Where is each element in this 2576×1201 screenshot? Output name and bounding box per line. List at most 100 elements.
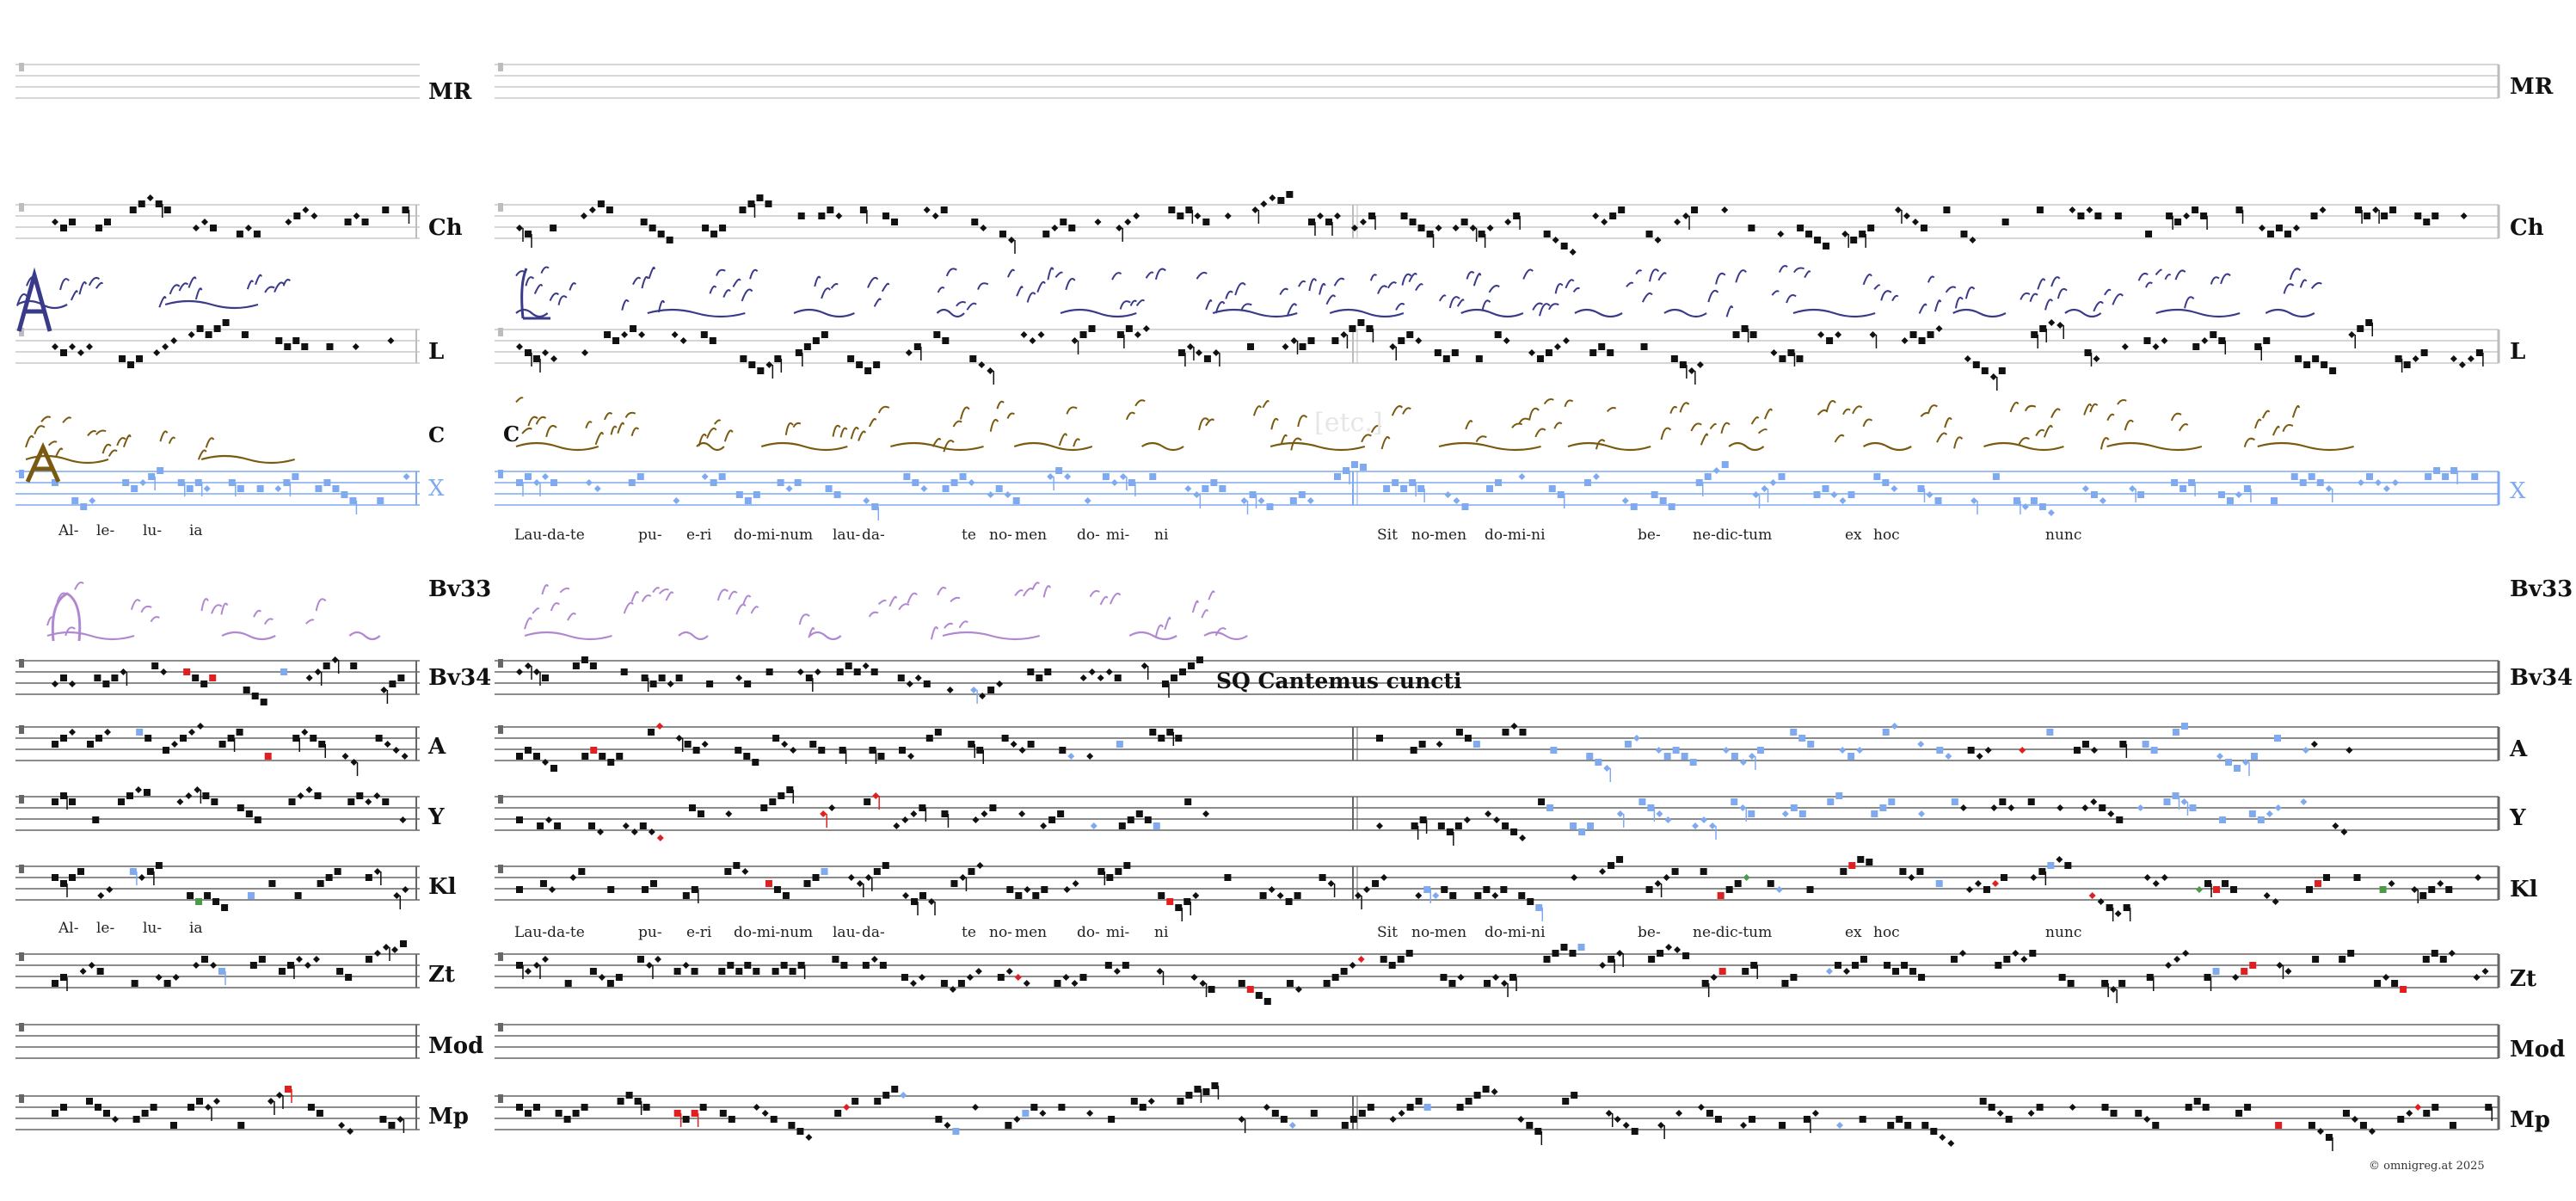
neume-note bbox=[675, 735, 683, 742]
neume-stroke bbox=[1262, 400, 1270, 409]
neume-note bbox=[906, 681, 913, 687]
syllable: no- bbox=[989, 924, 1012, 941]
neume-note bbox=[1406, 331, 1414, 338]
neume-note bbox=[1149, 473, 1157, 480]
syllable: be- bbox=[1638, 527, 1661, 544]
neume-note bbox=[268, 880, 276, 887]
neume-note bbox=[388, 1122, 396, 1129]
neume-note bbox=[1777, 231, 1785, 237]
neume-note bbox=[356, 792, 364, 799]
neume-note bbox=[1749, 1116, 1756, 1123]
neume-note bbox=[176, 798, 184, 805]
neume-note bbox=[397, 1116, 404, 1123]
neume-note bbox=[2266, 810, 2273, 817]
neume-note bbox=[117, 798, 125, 805]
neume-note bbox=[636, 956, 644, 963]
neume-note bbox=[1417, 225, 1425, 231]
neume-note bbox=[2325, 485, 2333, 492]
neume-stroke bbox=[959, 406, 970, 420]
neume-note bbox=[87, 741, 95, 748]
neume-stroke bbox=[1448, 296, 1460, 309]
neume-note bbox=[1202, 219, 1210, 225]
neume-note bbox=[1896, 1116, 1903, 1123]
neume-note bbox=[828, 804, 836, 811]
neume-note bbox=[2007, 804, 2015, 811]
neume-stroke bbox=[742, 594, 752, 605]
neume-note bbox=[1494, 331, 1502, 338]
neume-note bbox=[970, 687, 978, 693]
neume-note bbox=[153, 349, 161, 356]
neume-note bbox=[1535, 904, 1543, 911]
neume-stroke bbox=[1964, 286, 1976, 299]
neume-stroke bbox=[1164, 616, 1171, 631]
neume-note bbox=[699, 1104, 707, 1111]
neume-note bbox=[2058, 974, 2066, 981]
neume-note bbox=[2216, 753, 2223, 760]
neume-stroke bbox=[95, 429, 107, 435]
neume-stroke bbox=[1252, 405, 1263, 416]
neume-note bbox=[1714, 1116, 1722, 1123]
neume-note bbox=[60, 792, 67, 799]
neume-note bbox=[200, 681, 208, 687]
neume-note bbox=[79, 968, 87, 975]
neume-note bbox=[912, 479, 919, 486]
neume-note bbox=[1608, 956, 1615, 963]
neume-note bbox=[1781, 810, 1789, 817]
neume-note bbox=[2292, 225, 2300, 231]
etc-label: [etc.] bbox=[1314, 408, 1383, 438]
neume-note bbox=[379, 1116, 387, 1123]
neume-note bbox=[980, 225, 987, 231]
neume-note bbox=[2069, 1104, 2076, 1111]
neume-stroke bbox=[950, 596, 961, 603]
neume-note bbox=[2173, 956, 2181, 963]
neume-note bbox=[2192, 343, 2200, 350]
neume-note bbox=[1285, 898, 1293, 905]
neume-note bbox=[2150, 747, 2158, 754]
neume-note bbox=[1327, 880, 1335, 887]
neume-note bbox=[1945, 753, 1952, 760]
neume-note bbox=[2142, 741, 2149, 748]
neume-note bbox=[952, 1128, 960, 1135]
neume-note bbox=[1042, 231, 1050, 237]
neume-stroke bbox=[624, 411, 636, 418]
neume-note bbox=[2439, 956, 2447, 963]
neume-stroke bbox=[2117, 399, 2127, 405]
neume-note bbox=[2332, 822, 2339, 829]
neume-note bbox=[923, 681, 931, 687]
staff-label-mp-right: Mp bbox=[2510, 1107, 2550, 1133]
neume-note bbox=[2235, 491, 2242, 498]
neume-note bbox=[253, 231, 261, 237]
neume-note bbox=[1589, 349, 1597, 356]
neume-note bbox=[284, 343, 292, 350]
neume-note bbox=[772, 735, 780, 742]
neume-note bbox=[974, 968, 982, 975]
neume-note bbox=[102, 681, 110, 687]
syllable: ni bbox=[1154, 527, 1169, 544]
neume-note bbox=[2355, 206, 2363, 213]
neume-note bbox=[1268, 886, 1276, 893]
neume-stroke bbox=[723, 429, 734, 442]
neume-note bbox=[297, 792, 304, 799]
neume-note bbox=[1657, 1122, 1665, 1129]
neume-note bbox=[264, 753, 272, 760]
neume-note bbox=[236, 231, 243, 237]
neume-note bbox=[1442, 355, 1450, 362]
neume-note bbox=[923, 206, 931, 213]
neume-note bbox=[1079, 974, 1087, 981]
neume-note bbox=[295, 956, 303, 963]
neume-stroke bbox=[850, 427, 859, 440]
neume-stroke bbox=[1191, 600, 1199, 613]
neume-note bbox=[1756, 747, 1764, 754]
neume-note bbox=[1731, 753, 1738, 760]
neume-note bbox=[2353, 874, 2361, 881]
neume-note bbox=[805, 1134, 813, 1141]
syllable: do-mi-num bbox=[734, 527, 814, 544]
neume-stroke bbox=[709, 285, 717, 294]
neume-note bbox=[2219, 816, 2227, 823]
neume-stroke bbox=[750, 606, 759, 614]
neume-note bbox=[314, 668, 322, 675]
neume-note bbox=[193, 962, 200, 969]
neume-note bbox=[1020, 331, 1028, 338]
neume-note bbox=[588, 822, 596, 829]
neume-note bbox=[1194, 212, 1202, 219]
